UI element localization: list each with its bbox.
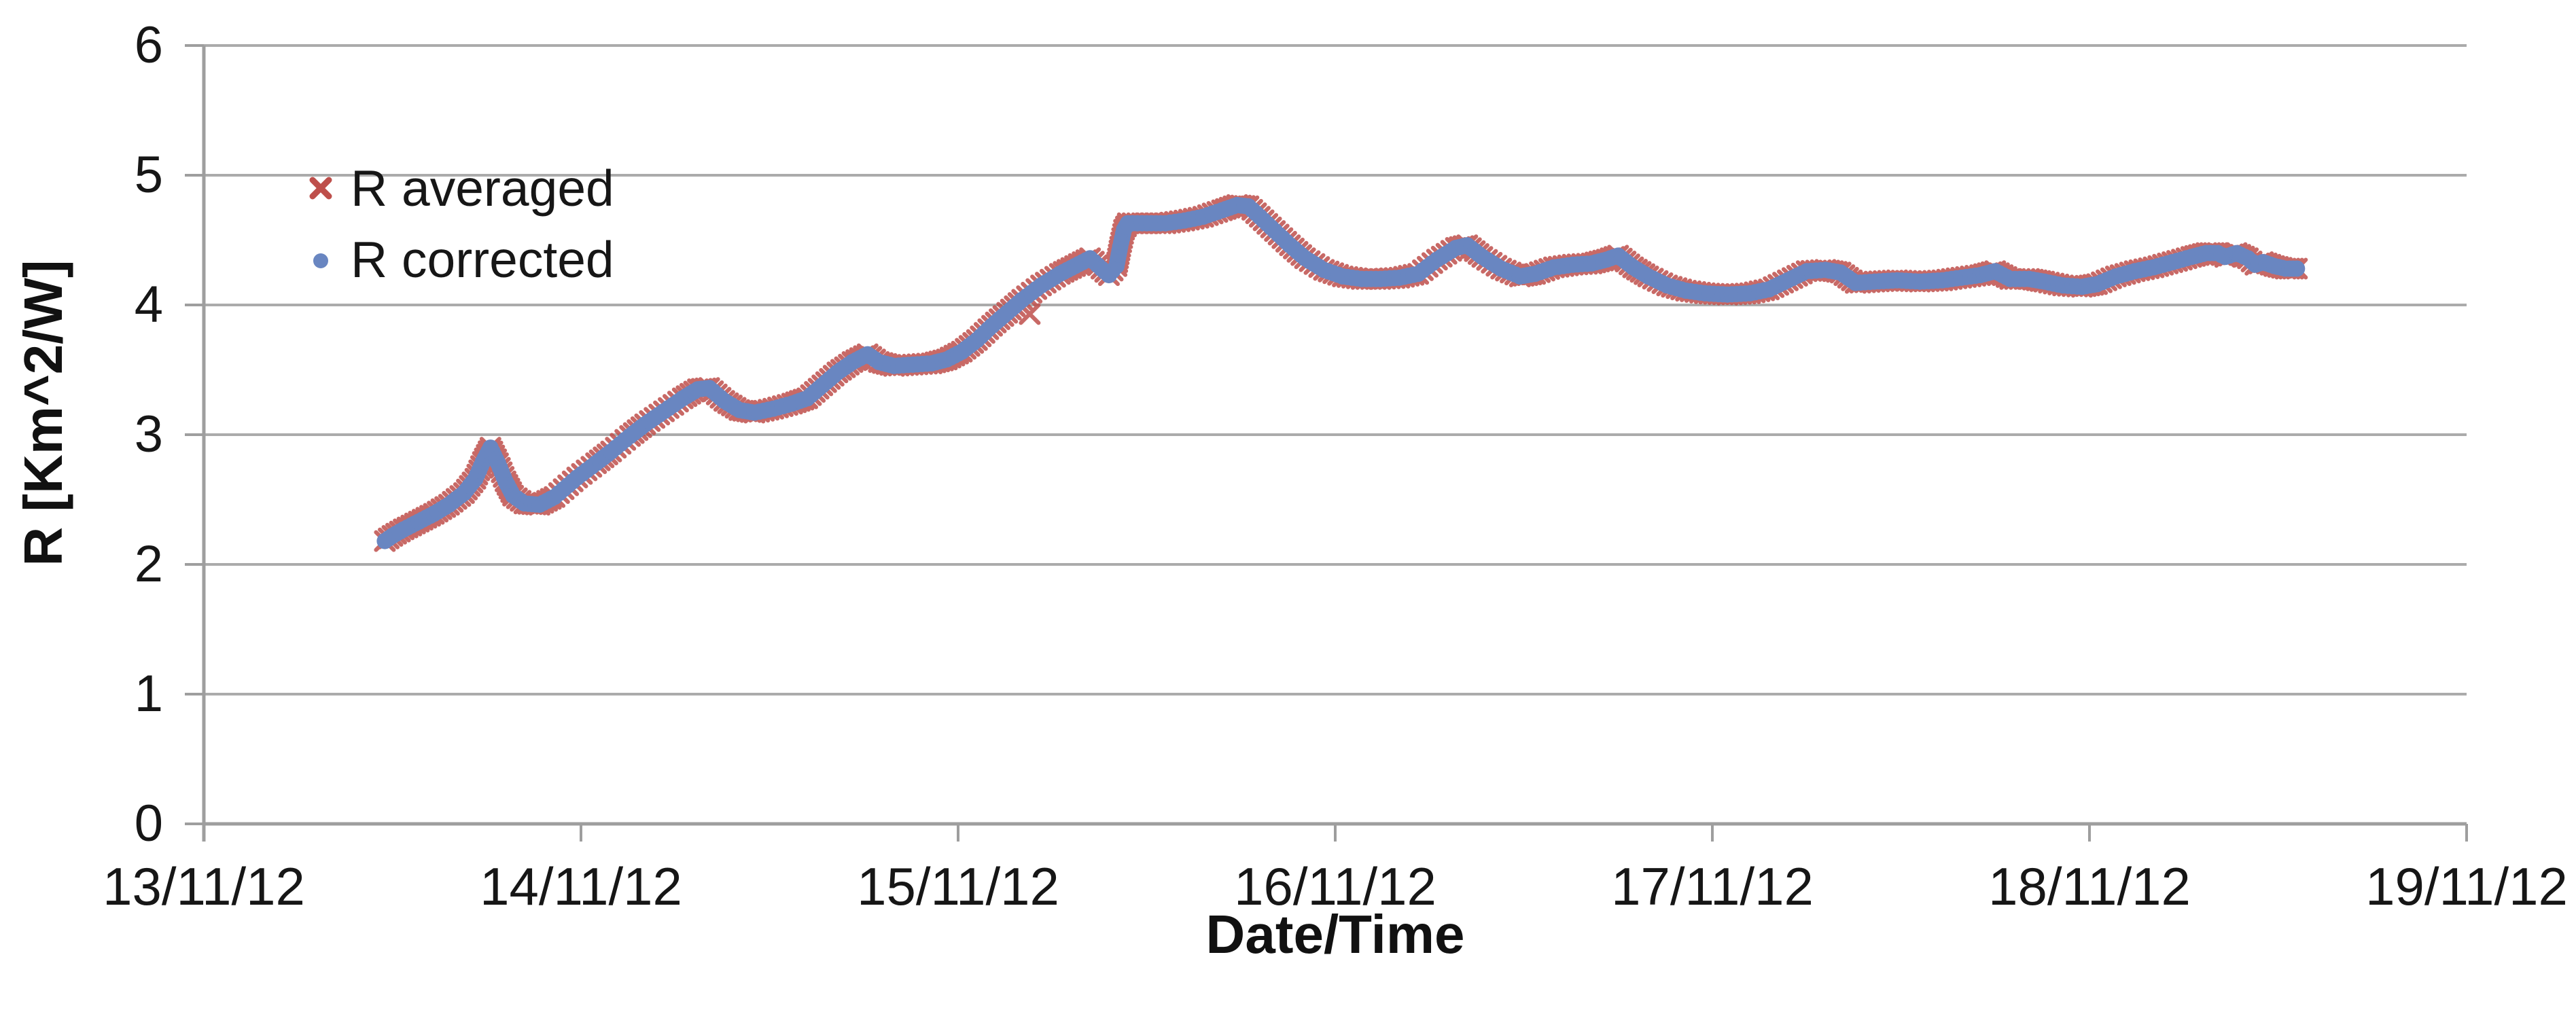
x-tick-label: 15/11/12 [857,856,1059,916]
x-tick-label: 18/11/12 [1988,856,2191,916]
x-marker-icon [309,177,332,199]
x-tick-label: 19/11/12 [2365,856,2568,916]
legend: R averaged R corrected [306,152,614,295]
axes [185,44,2468,842]
x-tick-label: 13/11/12 [103,856,305,916]
x-axis-title: Date/Time [1205,904,1465,964]
y-tick-label: 2 [134,535,163,593]
legend-label-r-corrected: R corrected [351,230,614,288]
y-tick-label: 6 [134,16,163,74]
series-r-averaged [374,194,2308,552]
legend-item-r-corrected: R corrected [306,223,614,295]
gridlines [204,44,2467,695]
y-tick-label: 0 [134,795,163,852]
y-tick-label: 4 [134,276,163,333]
legend-item-r-averaged: R averaged [306,152,614,223]
y-tick-label: 3 [134,405,163,463]
y-tick-label: 5 [134,146,163,204]
y-axis-title: R [Km^2/W] [13,259,73,566]
x-tick-label: 17/11/12 [1611,856,1814,916]
series-r-corrected [376,196,2306,549]
y-tick-label: 1 [134,665,163,723]
x-tick-label: 16/11/12 [1234,856,1436,916]
legend-label-r-averaged: R averaged [351,159,614,217]
x-tick-label: 14/11/12 [480,856,682,916]
dot-marker-icon [313,253,328,268]
